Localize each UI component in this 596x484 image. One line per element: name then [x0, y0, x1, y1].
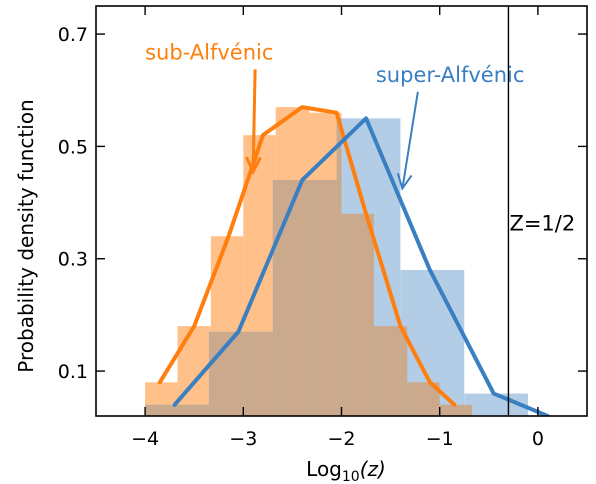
overlap-hist-bar [177, 404, 209, 416]
overlap-hist-bar [336, 118, 342, 416]
overlap-hist-bar [145, 404, 178, 416]
y-tick-label: 0.7 [58, 24, 88, 46]
y-axis-label: Probability density function [14, 99, 38, 372]
x-tick-label: −1 [426, 428, 454, 450]
sub-alfvenic-curve [157, 105, 457, 407]
x-tick-label: −4 [131, 428, 159, 450]
overlap-hist-bar [243, 331, 273, 416]
overlap-hist-bar [275, 180, 310, 416]
axes: Z=1/2 sub-Alfvénic super-Alfvénic −4 −3 −2 −1 0… [58, 5, 588, 450]
overlap-hist-bar [373, 326, 401, 416]
plot-area [145, 105, 550, 416]
threshold-label: Z=1/2 [509, 212, 575, 236]
y-tick-label: 0.1 [58, 361, 88, 383]
super-alfvenic-label: super-Alfvénic [376, 63, 525, 87]
x-axis-label: Log10(z) [306, 457, 386, 484]
overlap-hist-bar [400, 326, 408, 416]
overlap-hist-bar [208, 331, 211, 416]
x-tick-label: −2 [327, 428, 355, 450]
x-label-base: Log [306, 457, 342, 481]
sub-alfvenic-arrow-head [245, 156, 262, 176]
overlap-hist-bar [439, 404, 465, 416]
sub-alfvenic-arrow-shaft [251, 69, 257, 172]
overlap-hist-bar [464, 404, 473, 416]
x-label-subscript: 10 [342, 469, 360, 484]
super-alfvenic-arrow-shaft [401, 91, 419, 189]
overlap-hist-bar [309, 180, 337, 416]
overlap-hist-bar [341, 213, 374, 416]
y-tick-label: 0.3 [58, 249, 88, 271]
x-tick-label: −3 [229, 428, 257, 450]
super-alfvenic-arrow-head [396, 172, 413, 191]
y-tick-label: 0.5 [58, 136, 88, 158]
sub-alfvenic-label: sub-Alfvénic [145, 40, 273, 64]
super-alfvenic-curve [172, 116, 550, 416]
x-label-variable: (z) [360, 457, 386, 481]
x-tick-label: 0 [532, 428, 544, 450]
overlap-hist-bar [272, 180, 276, 416]
